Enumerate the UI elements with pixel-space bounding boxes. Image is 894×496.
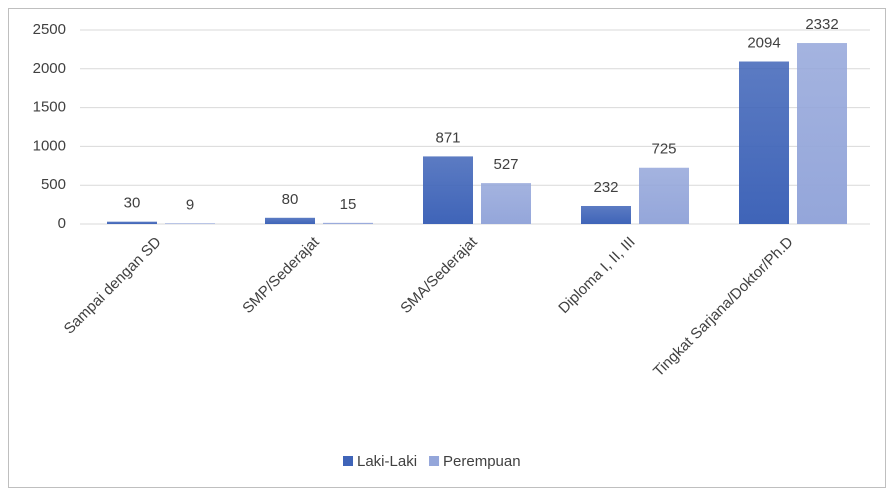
legend-swatch (429, 456, 440, 466)
bar (639, 167, 689, 224)
value-label: 2094 (747, 34, 780, 51)
bar (107, 221, 157, 224)
bar (165, 223, 215, 224)
y-tick-label: 1000 (33, 137, 66, 154)
bar (265, 217, 315, 224)
y-tick-label: 0 (58, 215, 66, 232)
bar (581, 205, 631, 224)
value-label: 2332 (805, 16, 838, 33)
bar (739, 61, 789, 224)
value-label: 527 (493, 156, 518, 173)
legend-label: Perempuan (443, 453, 521, 470)
bar (323, 222, 373, 224)
y-tick-label: 2500 (33, 21, 66, 38)
value-label: 232 (593, 179, 618, 196)
value-label: 725 (651, 141, 676, 158)
value-label: 30 (124, 195, 141, 212)
y-tick-label: 1500 (33, 99, 66, 116)
value-label: 15 (340, 196, 357, 213)
y-tick-label: 2000 (33, 60, 66, 77)
value-label: 871 (435, 129, 460, 146)
value-label: 9 (186, 196, 194, 213)
y-tick-label: 500 (41, 176, 66, 193)
legend-swatch (343, 456, 353, 466)
bar (481, 183, 531, 224)
value-label: 80 (282, 191, 299, 208)
bar (423, 156, 473, 224)
legend-label: Laki-Laki (357, 453, 417, 470)
bar (797, 43, 847, 224)
